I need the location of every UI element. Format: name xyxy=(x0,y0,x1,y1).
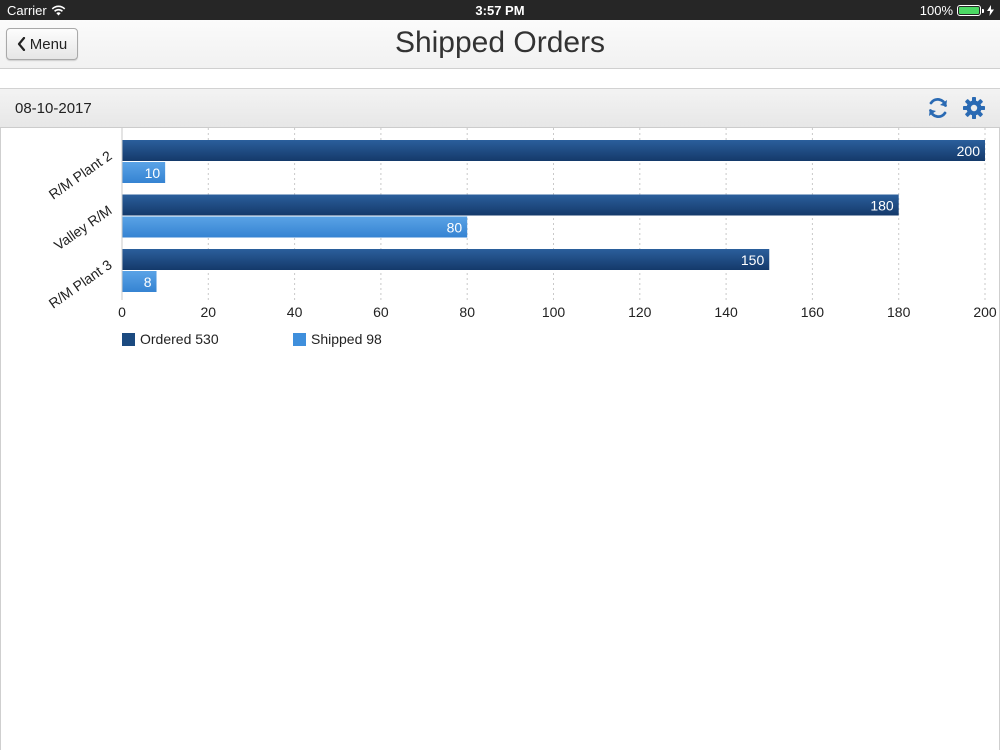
chart-legend: Ordered 530 Shipped 98 xyxy=(122,331,464,347)
legend-label-ordered: Ordered 530 xyxy=(140,331,219,347)
data-label: 10 xyxy=(145,165,161,181)
shipped-orders-chart: 0 20 40 60 80 100 120 140 160 180 200 200 10 R/M Plan… xyxy=(46,128,997,320)
carrier-info: Carrier xyxy=(7,3,66,18)
x-tick-label: 140 xyxy=(714,304,738,320)
x-tick-label: 60 xyxy=(373,304,389,320)
legend-swatch-shipped xyxy=(293,332,306,346)
date-label[interactable]: 08-10-2017 xyxy=(15,100,92,117)
data-label: 180 xyxy=(870,198,894,214)
x-tick-label: 40 xyxy=(287,304,303,320)
bar-shipped xyxy=(122,216,468,238)
bar-shipped xyxy=(122,271,157,292)
x-tick-label: 100 xyxy=(542,304,566,320)
battery-status: 100% xyxy=(920,3,994,18)
battery-icon xyxy=(957,5,984,16)
bar-ordered xyxy=(122,249,770,270)
x-tick-label: 20 xyxy=(201,304,217,320)
legend-label-shipped: Shipped 98 xyxy=(311,331,382,347)
x-tick-label: 120 xyxy=(628,304,652,320)
bar-shipped xyxy=(122,162,166,183)
chevron-left-icon xyxy=(17,37,25,51)
legend-swatch-ordered xyxy=(122,332,135,346)
nav-bar: Menu Shipped Orders xyxy=(0,20,1000,69)
toolbar: 08-10-2017 xyxy=(0,88,1000,128)
data-label: 80 xyxy=(447,220,463,236)
y-category-label: R/M Plant 2 xyxy=(46,147,115,202)
status-time: 3:57 PM xyxy=(475,3,525,18)
settings-icon[interactable] xyxy=(962,96,986,120)
x-tick-label: 180 xyxy=(887,304,911,320)
charging-icon xyxy=(987,5,994,16)
x-tick-label: 80 xyxy=(459,304,475,320)
bar-ordered xyxy=(122,194,899,216)
x-tick-label: 160 xyxy=(801,304,825,320)
menu-button-label: Menu xyxy=(29,35,68,53)
carrier-label: Carrier xyxy=(7,3,47,18)
data-label: 200 xyxy=(957,143,981,159)
legend-item-shipped[interactable]: Shipped 98 xyxy=(293,331,464,347)
wifi-icon xyxy=(51,5,65,16)
legend-item-ordered[interactable]: Ordered 530 xyxy=(122,331,293,347)
refresh-icon[interactable] xyxy=(926,96,950,120)
x-tick-label: 0 xyxy=(118,304,126,320)
battery-percent: 100% xyxy=(919,3,953,18)
data-label: 150 xyxy=(741,252,765,268)
status-bar: Carrier 3:57 PM 100% xyxy=(0,0,1000,20)
y-category-label: Valley R/M xyxy=(51,202,115,253)
y-category-label: R/M Plant 3 xyxy=(46,256,115,311)
data-label: 8 xyxy=(144,274,152,290)
bar-ordered xyxy=(122,140,985,161)
menu-back-button[interactable]: Menu xyxy=(6,28,78,60)
page-title: Shipped Orders xyxy=(394,26,606,59)
x-tick-label: 200 xyxy=(973,304,997,320)
